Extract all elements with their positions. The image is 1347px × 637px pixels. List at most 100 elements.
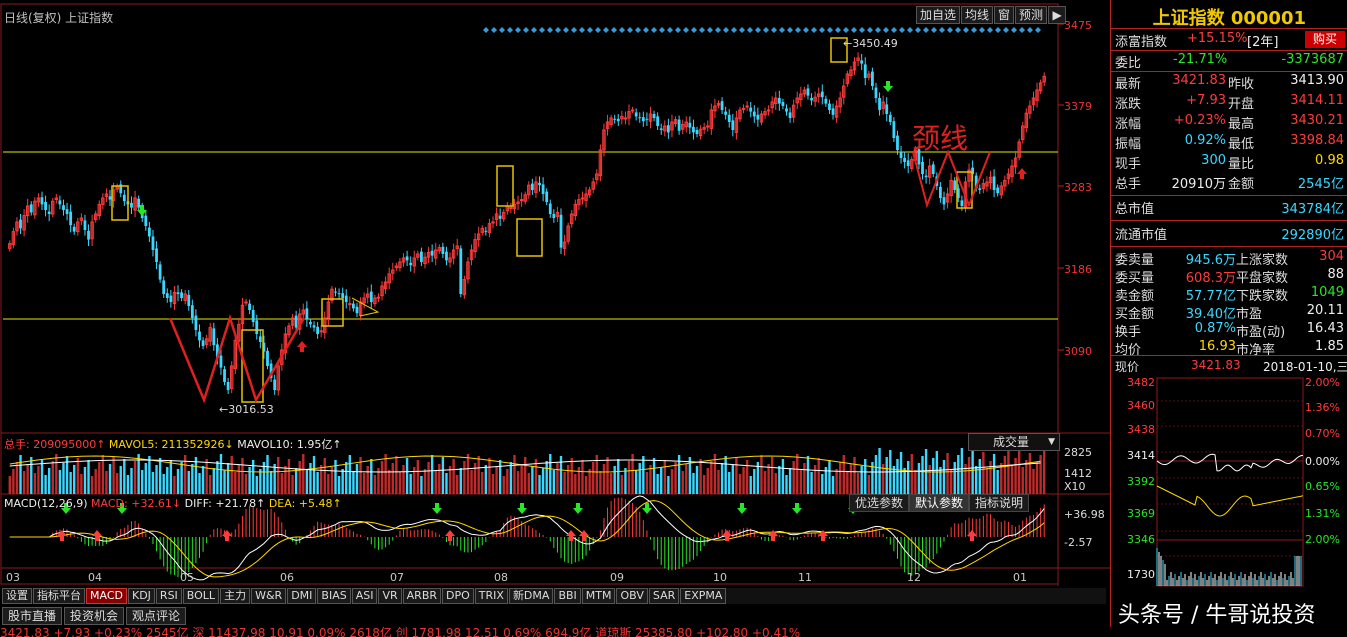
tab-expma[interactable]: EXPMA <box>680 588 727 604</box>
volume-bar <box>133 461 137 494</box>
volume-bar <box>44 475 47 494</box>
signal-diamond <box>651 27 657 33</box>
volume-bar <box>438 464 441 494</box>
candle-body <box>570 213 574 225</box>
candle-body <box>896 135 899 150</box>
candle-body <box>1003 179 1007 187</box>
tab-boll[interactable]: BOLL <box>182 588 220 604</box>
volume-bar <box>316 472 319 494</box>
signal-diamond <box>611 27 617 33</box>
candle-body <box>502 211 506 220</box>
volume-bar <box>602 464 606 494</box>
volume-bar <box>51 461 54 494</box>
tab-kdj[interactable]: KDJ <box>127 588 155 604</box>
candle-body <box>190 305 194 318</box>
signal-diamond <box>1011 27 1017 33</box>
optimize-params-button[interactable]: 优选参数 <box>849 494 910 512</box>
tab-dmi[interactable]: DMI <box>287 588 317 604</box>
tab-opinions[interactable]: 观点评论 <box>126 607 187 625</box>
quote-row: 涨跌 +7.93 开盘 3414.11 <box>1115 93 1344 112</box>
volume-bar <box>588 469 591 494</box>
tab-bias[interactable]: BIAS <box>317 588 351 604</box>
tab-mtm[interactable]: MTM <box>581 588 616 604</box>
volume-bar <box>559 456 563 494</box>
quote-value: 20910万 <box>1171 177 1226 192</box>
tab-trix[interactable]: TRIX <box>474 588 508 604</box>
forecast-button[interactable]: 预测 <box>1015 6 1048 24</box>
chart-toolbar: 加自选 均线 窗 预测 ▶ <box>916 6 1067 24</box>
signal-diamond <box>619 27 625 33</box>
volume-bar <box>724 456 727 494</box>
add-favorite-button[interactable]: 加自选 <box>916 6 961 24</box>
tab-wr[interactable]: W&R <box>251 588 287 604</box>
expand-arrow-icon[interactable]: ▶ <box>1048 6 1067 24</box>
candle-body <box>172 291 177 305</box>
tab-rsi[interactable]: RSI <box>155 588 182 604</box>
tab-sar[interactable]: SAR <box>648 588 680 604</box>
stat-value: 57.77亿 <box>1185 289 1236 304</box>
tab-new-dma[interactable]: 新DMA <box>508 588 554 604</box>
volume-bar <box>183 455 187 494</box>
candle-body <box>459 248 463 294</box>
candle-body <box>692 126 695 133</box>
candle-body <box>1010 165 1014 177</box>
indicator-select[interactable]: 成交量 ▼ <box>968 433 1060 451</box>
down-arrow-icon <box>432 503 442 514</box>
macd-axis-label: -2.57 <box>1064 536 1093 549</box>
signal-diamond <box>547 27 553 33</box>
volume-bar <box>606 457 609 494</box>
highlight-box <box>830 37 848 63</box>
volume-bar <box>617 459 620 494</box>
candle-body <box>999 185 1003 196</box>
tab-dpo[interactable]: DPO <box>442 588 474 604</box>
volume-bar <box>477 456 480 494</box>
volume-bar <box>180 462 183 494</box>
quote-label: 昨收 <box>1228 77 1255 92</box>
volume-bar <box>312 456 316 494</box>
volume-axis-label: 1412 <box>1064 467 1092 480</box>
tab-vr[interactable]: VR <box>378 588 402 604</box>
signal-diamond <box>603 27 609 33</box>
candle-body <box>90 221 94 240</box>
window-button[interactable]: 窗 <box>994 6 1015 24</box>
quote-label: 最新 <box>1115 77 1142 92</box>
divider <box>1111 71 1347 72</box>
candle-body <box>953 180 957 190</box>
candle-body <box>426 251 431 258</box>
candle-body <box>688 122 692 128</box>
tab-macd[interactable]: MACD <box>86 588 127 604</box>
intraday-left-axis-label: 3482 <box>1127 376 1155 389</box>
candle-body <box>405 256 409 261</box>
tab-bbi[interactable]: BBI <box>554 588 581 604</box>
moving-average-button[interactable]: 均线 <box>961 6 994 24</box>
volume-bar <box>151 472 155 494</box>
tab-live[interactable]: 股市直播 <box>2 607 63 625</box>
tab-obv[interactable]: OBV <box>616 588 648 604</box>
indicator-help-button[interactable]: 指标说明 <box>969 494 1030 512</box>
tab-opportunities[interactable]: 投资机会 <box>64 607 125 625</box>
default-params-button[interactable]: 默认参数 <box>909 494 970 512</box>
tab-arbr[interactable]: ARBR <box>402 588 442 604</box>
quote-label: 量比 <box>1228 157 1255 172</box>
macd-value: MACD: +32.61↓ <box>91 497 182 510</box>
up-arrow-icon <box>222 530 232 541</box>
volume-bar <box>456 475 459 494</box>
signal-diamond <box>595 27 601 33</box>
candle-body <box>226 382 230 390</box>
tab-indicator-platform[interactable]: 指标平台 <box>33 588 85 604</box>
volume-bar <box>309 463 312 494</box>
volume-bar <box>1010 465 1014 494</box>
candle-body <box>1024 112 1029 129</box>
volume-mavol10: MAVOL10: 1.95亿↑ <box>237 438 342 451</box>
quote-row: 涨幅 +0.23% 最高 3430.21 <box>1115 113 1344 132</box>
candle-body <box>237 323 241 342</box>
divider <box>1111 246 1347 247</box>
tab-settings[interactable]: 设置 <box>2 588 32 604</box>
tab-main-force[interactable]: 主力 <box>220 588 251 604</box>
buy-button[interactable]: 购买 <box>1304 31 1345 48</box>
candle-body <box>673 119 678 125</box>
tab-asi[interactable]: ASI <box>351 588 378 604</box>
volume-bar <box>674 462 677 494</box>
stat-value: 608.3万 <box>1185 271 1236 286</box>
volume-bar <box>302 454 305 494</box>
